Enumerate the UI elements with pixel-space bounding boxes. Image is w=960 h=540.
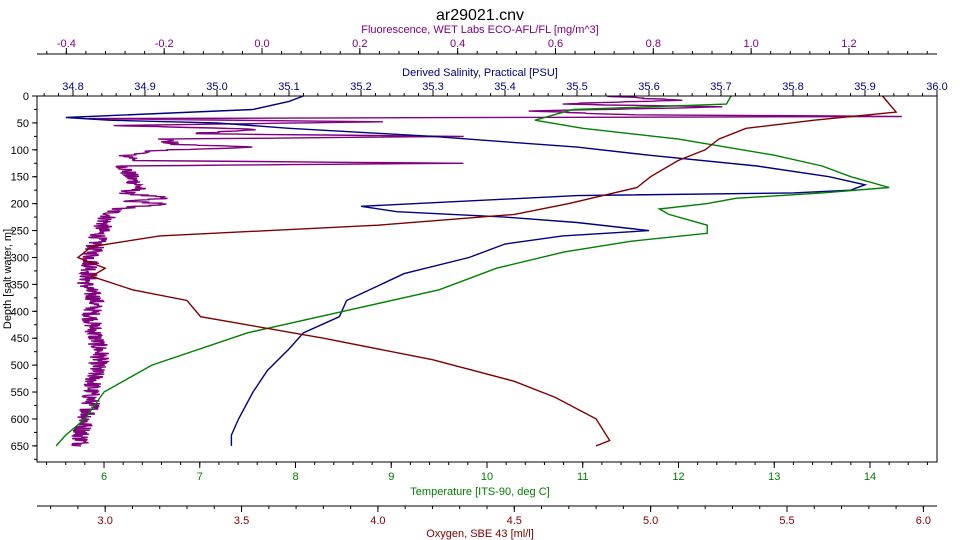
x-tick-label: 35.7 (710, 81, 731, 93)
x-tick-label: 6.0 (916, 515, 931, 527)
y-tick-label: 150 (11, 172, 29, 184)
x-tick-label: 1.2 (841, 38, 856, 50)
x-axis-fluorescence: -0.4 -0.2 0.0 0.2 0.4 0.6 0.8 1.0 1.2 Fluorescenc… (37, 24, 937, 55)
x-tick-label: -0.2 (155, 38, 174, 50)
x-tick-label: 4.5 (507, 515, 522, 527)
y-tick-label: 300 (11, 252, 29, 264)
x-tick-label: 13 (768, 471, 780, 483)
y-tick-label: 650 (11, 441, 29, 453)
x-tick-label: 35.2 (350, 81, 371, 93)
series-line-oxygen (76, 95, 898, 447)
x-axis-label-fluorescence: Fluorescence, WET Labs ECO-AFL/FL [mg/m^… (361, 24, 598, 36)
axes-layer: 0 50 100 150 200 250 300 350 400 450 500 550 600 650 -… (11, 24, 948, 540)
x-axis-oxygen: 3.0 3.5 4.0 4.5 5.0 5.5 6.0 Oxygen, SBE 43 [ml/… (37, 505, 937, 540)
x-tick-label: 35.5 (566, 81, 587, 93)
series-layer (55, 95, 902, 447)
y-tick-label: 450 (11, 333, 29, 345)
y-tick-label: 500 (11, 360, 29, 372)
x-tick-label: 3.0 (98, 515, 113, 527)
x-tick-label: 1.0 (743, 38, 758, 50)
chart-title: ar29021.cnv (436, 7, 524, 24)
y-tick-label: 100 (11, 145, 29, 157)
y-tick-label: 250 (11, 226, 29, 238)
x-tick-label: -0.4 (57, 38, 76, 50)
x-tick-label: 35.4 (494, 81, 515, 93)
x-tick-label: 0.4 (450, 38, 465, 50)
x-tick-label: 4.0 (370, 515, 385, 527)
x-tick-label: 5.5 (779, 515, 794, 527)
x-tick-label: 35.8 (782, 81, 803, 93)
x-axis-label-salinity: Derived Salinity, Practical [PSU] (402, 67, 558, 79)
y-tick-label: 350 (11, 279, 29, 291)
x-tick-label: 0.0 (254, 38, 269, 50)
y-tick-label: 50 (17, 118, 29, 130)
x-tick-label: 35.9 (854, 81, 875, 93)
x-tick-label: 6 (101, 471, 107, 483)
x-tick-label: 14 (864, 471, 876, 483)
x-tick-label: 36.0 (926, 81, 947, 93)
x-tick-label: 34.8 (62, 81, 83, 93)
x-tick-label: 35.3 (422, 81, 443, 93)
y-tick-label: 550 (11, 387, 29, 399)
x-tick-label: 35.6 (638, 81, 659, 93)
x-tick-label: 0.6 (548, 38, 563, 50)
x-tick-label: 34.9 (134, 81, 155, 93)
x-axis-label-temperature: Temperature [ITS-90, deg C] (410, 486, 549, 498)
x-tick-label: 10 (481, 471, 493, 483)
x-tick-label: 0.8 (646, 38, 661, 50)
x-tick-label: 7 (197, 471, 203, 483)
y-tick-label: 400 (11, 306, 29, 318)
x-tick-label: 12 (672, 471, 684, 483)
x-tick-label: 3.5 (234, 515, 249, 527)
series-line-salinity (65, 95, 868, 446)
y-tick-label: 600 (11, 414, 29, 426)
x-tick-label: 35.1 (278, 81, 299, 93)
series-line-fluorescence (71, 95, 902, 447)
series-line-temperature (55, 95, 890, 447)
y-tick-label: 200 (11, 199, 29, 211)
x-tick-label: 35.0 (206, 81, 227, 93)
x-tick-label: 9 (388, 471, 394, 483)
x-tick-label: 11 (577, 471, 588, 483)
x-axis-label-oxygen: Oxygen, SBE 43 [ml/l] (426, 528, 534, 540)
y-tick-label: 0 (23, 91, 29, 103)
x-tick-label: 0.2 (352, 38, 367, 50)
x-tick-label: 8 (292, 471, 298, 483)
plot-frame (36, 95, 938, 463)
y-axis-label: Depth [salt water, m] (2, 229, 14, 329)
x-tick-label: 5.0 (643, 515, 658, 527)
